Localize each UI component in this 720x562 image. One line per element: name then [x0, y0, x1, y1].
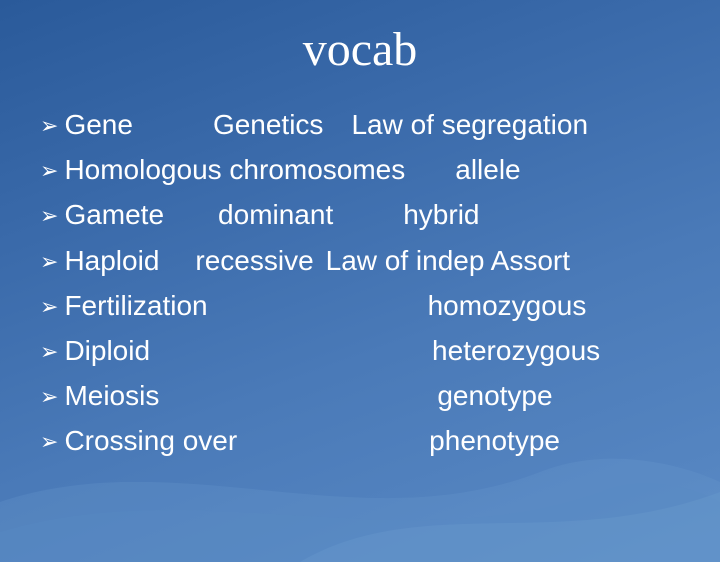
list-item: ➢ Fertilization homozygous [40, 286, 680, 325]
term: Homologous chromosomes [64, 154, 405, 185]
list-item: ➢ Crossing over phenotype [40, 421, 680, 460]
term: homozygous [428, 290, 587, 321]
term: Law of indep Assort [326, 245, 570, 276]
list-item: ➢ Gamete dominant hybrid [40, 195, 680, 234]
list-item: ➢ Homologous chromosomes allele [40, 150, 680, 189]
term: Fertilization [64, 290, 207, 321]
bullet-icon: ➢ [40, 111, 58, 142]
bullet-icon: ➢ [40, 201, 58, 232]
term: dominant [218, 199, 333, 230]
list-item: ➢ Haploid recessive Law of indep Assort [40, 241, 680, 280]
bullet-icon: ➢ [40, 247, 58, 278]
term: genotype [437, 380, 552, 411]
page-title: vocab [0, 22, 720, 77]
term: recessive [195, 245, 313, 276]
bullet-icon: ➢ [40, 292, 58, 323]
term: hybrid [403, 199, 479, 230]
bullet-icon: ➢ [40, 427, 58, 458]
list-item: ➢ Diploid heterozygous [40, 331, 680, 370]
bullet-icon: ➢ [40, 382, 58, 413]
term: Meiosis [64, 380, 159, 411]
bullet-icon: ➢ [40, 156, 58, 187]
term: Law of segregation [351, 109, 588, 140]
term: Genetics [213, 109, 324, 140]
term: Diploid [64, 335, 150, 366]
term: Crossing over [64, 425, 237, 456]
list-item: ➢ Gene Genetics Law of segregation [40, 105, 680, 144]
term: phenotype [429, 425, 560, 456]
bullet-icon: ➢ [40, 337, 58, 368]
list-item: ➢ Meiosis genotype [40, 376, 680, 415]
term: Gene [64, 109, 133, 140]
vocab-list: ➢ Gene Genetics Law of segregation ➢ Homol… [0, 105, 720, 461]
term: allele [455, 154, 520, 185]
term: Haploid [64, 245, 159, 276]
term: Gamete [64, 199, 164, 230]
term: heterozygous [432, 335, 600, 366]
